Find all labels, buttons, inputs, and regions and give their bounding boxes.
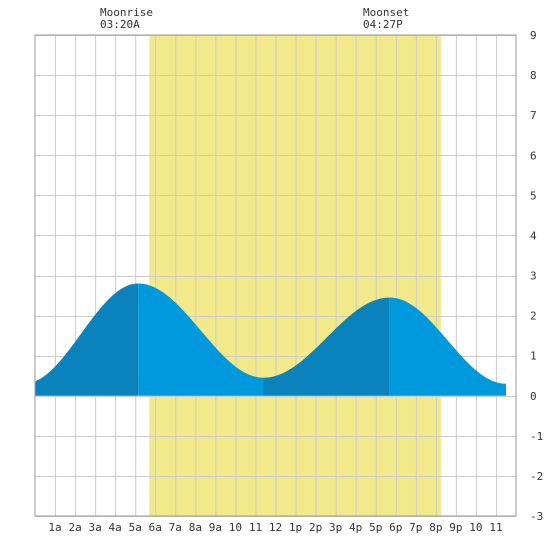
x-tick-label: 8p [429, 521, 442, 534]
y-tick-label: 4 [530, 229, 537, 242]
x-tick-label: 11 [249, 521, 262, 534]
x-tick-label: 3p [329, 521, 342, 534]
x-tick-label: 7p [409, 521, 422, 534]
x-tick-label: 1a [48, 521, 61, 534]
y-tick-label: 7 [530, 109, 537, 122]
daylight-band [149, 35, 441, 516]
tide-rising-segment [263, 297, 390, 396]
moonrise-time: 03:20A [100, 18, 140, 31]
y-tick-label: -3 [530, 510, 543, 523]
moonset-time: 04:27P [363, 18, 403, 31]
x-tick-label: 2a [68, 521, 81, 534]
x-tick-label: 5a [129, 521, 142, 534]
x-tick-label: 10 [229, 521, 242, 534]
y-tick-label: 0 [530, 390, 537, 403]
x-tick-label: 2p [309, 521, 322, 534]
y-tick-label: -1 [530, 430, 543, 443]
x-tick-label: 4p [349, 521, 362, 534]
x-tick-label: 11 [489, 521, 502, 534]
moonset-label: Moonset [363, 6, 409, 19]
y-axis-ticks: 9 8 7 6 5 4 3 2 1 0 -1 -2 -3 [530, 29, 543, 523]
y-tick-label: 5 [530, 189, 537, 202]
y-tick-label: 8 [530, 69, 537, 82]
x-tick-label: 9a [209, 521, 222, 534]
x-tick-label: 7a [169, 521, 182, 534]
x-tick-label: 5p [369, 521, 382, 534]
y-tick-label: 3 [530, 270, 537, 283]
x-tick-label: 9p [449, 521, 462, 534]
y-tick-label: 6 [530, 149, 537, 162]
x-tick-label: 6a [149, 521, 162, 534]
x-tick-label: 8a [189, 521, 202, 534]
x-tick-label: 12 [269, 521, 282, 534]
plot-frame [34, 34, 517, 517]
tide-rising-segment [35, 283, 139, 396]
x-tick-label: 3a [89, 521, 102, 534]
moonrise-label: Moonrise [100, 6, 153, 19]
x-tick-label: 1p [289, 521, 302, 534]
x-tick-label: 6p [389, 521, 402, 534]
y-tick-label: 1 [530, 350, 537, 363]
x-tick-label: 10 [469, 521, 482, 534]
y-tick-label: 2 [530, 310, 537, 323]
x-tick-label: 4a [109, 521, 122, 534]
tide-area [35, 283, 506, 396]
y-tick-label: -2 [530, 470, 543, 483]
tide-falling-segment [389, 297, 506, 396]
tide-falling-segment [138, 283, 264, 396]
y-tick-label: 9 [530, 29, 537, 42]
x-axis-ticks: 1a 2a 3a 4a 5a 6a 7a 8a 9a 10 11 12 1p 2p 3p 4p 5p 6p 7p 8p… [48, 521, 502, 534]
